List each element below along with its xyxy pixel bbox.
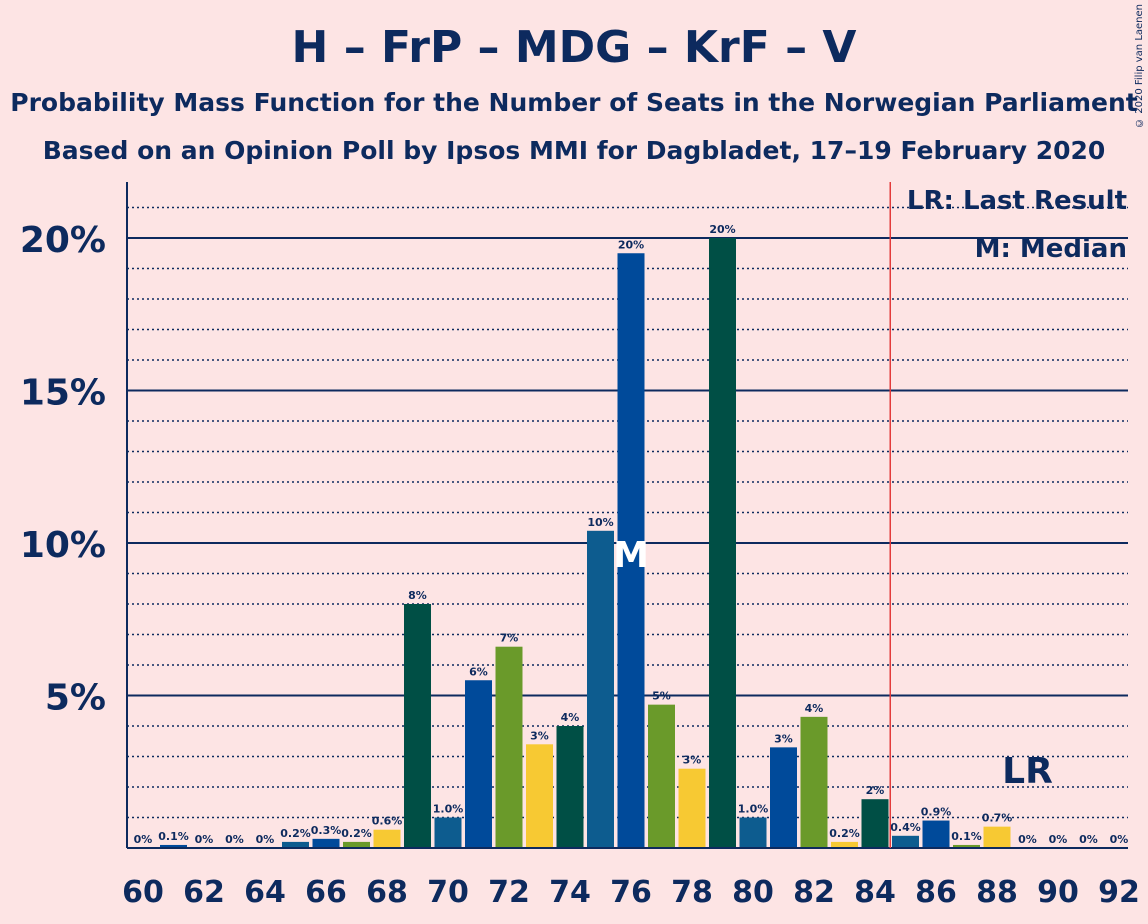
axes <box>126 182 1128 849</box>
chart-subtitle-line-2: Based on an Opinion Poll by Ipsos MMI fo… <box>42 136 1106 165</box>
y-tick-labels: 5% 10% 15% 20% <box>20 220 106 719</box>
bar-value-label: 20% <box>709 223 735 236</box>
bar-seat-79 <box>709 238 736 848</box>
x-tick-label: 68 <box>366 875 408 910</box>
bar-value-label: 0% <box>195 833 214 846</box>
bar-value-label: 0% <box>1049 833 1068 846</box>
bar-value-label: 0.9% <box>921 806 952 819</box>
bar-value-label: 0% <box>1079 833 1098 846</box>
bar-seat-69 <box>404 604 431 848</box>
bar-seat-76 <box>617 253 645 848</box>
bar-value-label: 4% <box>561 711 580 724</box>
bar-seat-77 <box>648 704 675 848</box>
x-tick-label: 70 <box>427 875 469 910</box>
bar-value-label: 8% <box>408 589 427 602</box>
bar-seat-68 <box>373 829 401 848</box>
bar-seat-66 <box>312 838 340 848</box>
bar-seat-87 <box>953 844 980 848</box>
bar-seat-72 <box>495 646 523 848</box>
bar-value-label: 1.0% <box>433 803 464 816</box>
bar-value-label: 0.6% <box>372 815 403 828</box>
bar-value-label: 2% <box>866 784 885 797</box>
y-tick-label: 5% <box>45 678 106 719</box>
bar-seat-86 <box>922 820 950 848</box>
bar-value-label: 0.1% <box>158 830 189 843</box>
bar-value-label: 6% <box>469 665 488 678</box>
bar-seat-85 <box>892 835 919 848</box>
bar-value-label: 0% <box>1110 833 1129 846</box>
x-tick-label: 84 <box>854 875 896 910</box>
median-marker: M <box>613 535 649 576</box>
bar-value-label: 0% <box>134 833 153 846</box>
bar-seat-70 <box>434 817 462 848</box>
x-tick-label: 72 <box>488 875 530 910</box>
bar-value-label: 0.4% <box>890 821 921 834</box>
bar-value-label: 10% <box>587 516 613 529</box>
x-tick-label: 64 <box>244 875 286 910</box>
bar-value-label: 0.3% <box>311 824 342 837</box>
x-tick-label: 90 <box>1037 875 1079 910</box>
bar-value-label: 3% <box>774 732 793 745</box>
x-tick-label: 66 <box>305 875 347 910</box>
bar-value-label: 3% <box>530 729 549 742</box>
y-tick-label: 15% <box>20 373 106 414</box>
x-tick-label: 92 <box>1098 875 1140 910</box>
legend-last-result: LR: Last Result <box>907 186 1127 216</box>
bars <box>160 238 1011 848</box>
x-tick-labels: 60 62 64 66 68 70 72 74 76 78 80 82 84 86 88 90 92 <box>122 875 1140 910</box>
bar-value-label: 20% <box>618 238 644 251</box>
bar-value-label: 0.2% <box>280 827 311 840</box>
x-tick-label: 78 <box>671 875 713 910</box>
bar-seat-75 <box>587 530 614 848</box>
bar-value-label: 0% <box>1018 833 1037 846</box>
bar-seat-80 <box>739 817 767 848</box>
bar-value-label: 4% <box>805 702 824 715</box>
bar-value-label: 0% <box>225 833 244 846</box>
y-tick-label: 10% <box>20 525 106 566</box>
x-tick-label: 82 <box>793 875 835 910</box>
bar-value-label: 0.7% <box>982 812 1013 825</box>
bar-seat-67 <box>343 841 370 848</box>
bar-value-label: 0.1% <box>951 830 982 843</box>
bar-value-label: 0.2% <box>341 827 372 840</box>
bar-seat-65 <box>282 841 309 848</box>
legend-median: M: Median <box>975 234 1127 264</box>
bar-seat-81 <box>770 747 797 848</box>
y-tick-label: 20% <box>20 220 106 261</box>
bar-seat-88 <box>983 826 1011 848</box>
bar-seat-83 <box>831 841 858 848</box>
x-tick-label: 86 <box>915 875 957 910</box>
bar-value-label: 7% <box>500 632 519 645</box>
bar-labels: 0% 0.1% 0% 0% 0% 0.2% 0.3% 0.2%0.6%8%1.0%6%7%3%… <box>134 223 1129 846</box>
x-tick-label: 74 <box>549 875 591 910</box>
x-tick-label: 62 <box>183 875 225 910</box>
last-result-marker: LR <box>1002 751 1053 792</box>
bar-seat-84 <box>861 799 889 848</box>
bar-seat-74 <box>556 726 584 848</box>
bar-seat-61 <box>160 844 187 848</box>
bar-value-label: 0.2% <box>829 827 860 840</box>
x-tick-label: 80 <box>732 875 774 910</box>
bar-seat-71 <box>465 680 492 848</box>
x-tick-label: 88 <box>976 875 1018 910</box>
bar-value-label: 3% <box>683 754 702 767</box>
chart-subtitle-line-1: Probability Mass Function for the Number… <box>10 88 1138 117</box>
x-tick-label: 60 <box>122 875 164 910</box>
bar-value-label: 0% <box>256 833 275 846</box>
bar-value-label: 1.0% <box>738 803 769 816</box>
bar-seat-73 <box>526 744 553 848</box>
bar-seat-82 <box>800 716 828 848</box>
bar-value-label: 5% <box>652 690 671 703</box>
bar-seat-78 <box>678 768 706 848</box>
x-tick-label: 76 <box>610 875 652 910</box>
chart-title: H – FrP – MDG – KrF – V <box>291 22 857 73</box>
